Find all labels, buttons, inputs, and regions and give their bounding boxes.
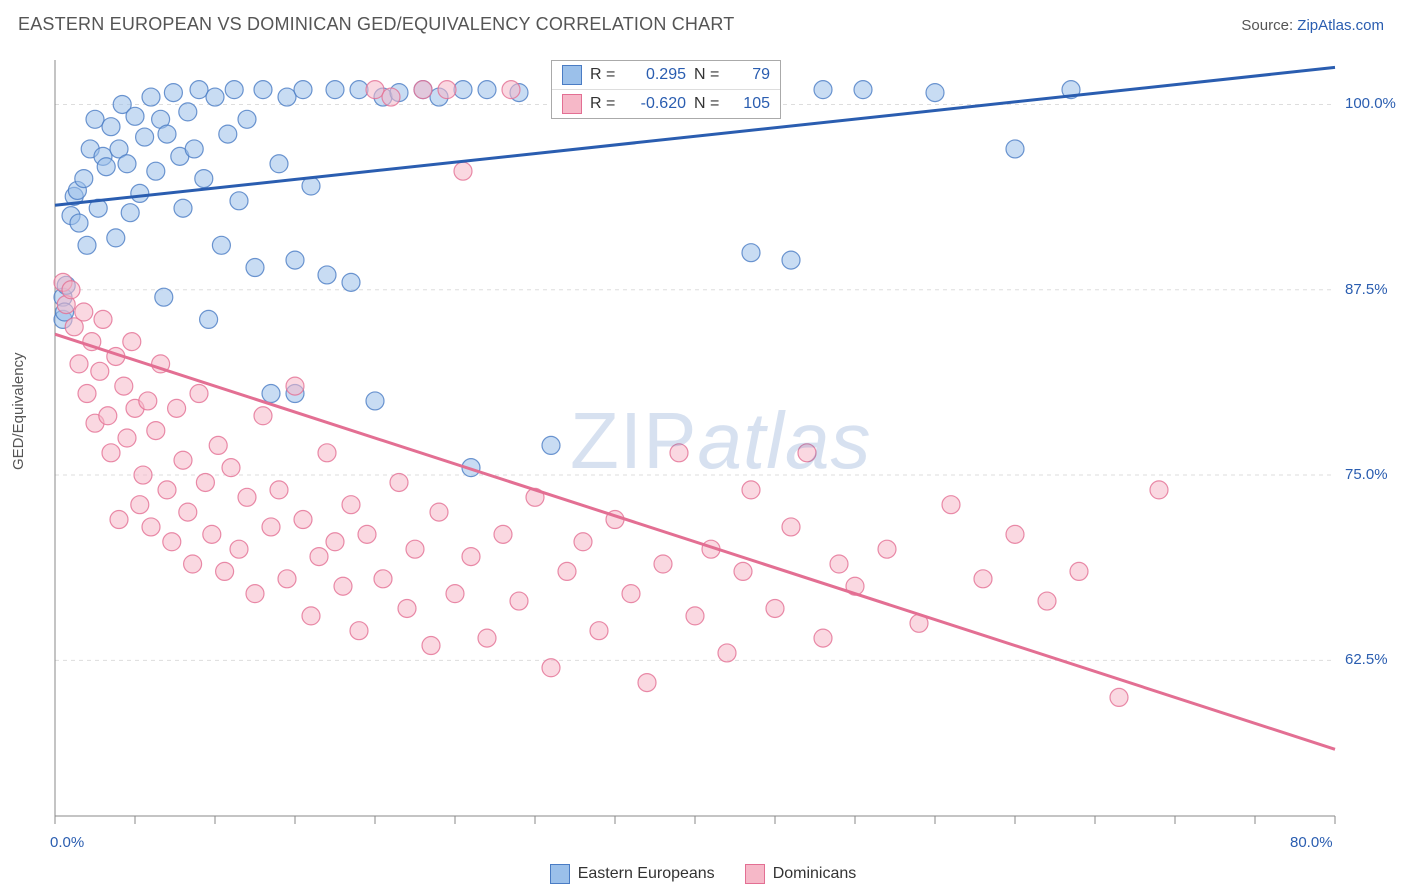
r-label: R = bbox=[590, 95, 618, 113]
r-label: R = bbox=[590, 66, 618, 84]
n-value: 105 bbox=[730, 95, 770, 113]
y-tick-label: 100.0% bbox=[1345, 95, 1396, 112]
legend-swatch bbox=[745, 864, 765, 884]
n-label: N = bbox=[694, 66, 722, 84]
x-tick-label: 0.0% bbox=[50, 834, 84, 851]
series-eastern-europeans bbox=[54, 81, 1080, 477]
stats-row: R = -0.620 N = 105 bbox=[552, 90, 780, 118]
source-attribution: Source: ZipAtlas.com bbox=[1241, 17, 1384, 34]
y-tick-label: 87.5% bbox=[1345, 281, 1388, 298]
correlation-stats-legend: R = 0.295 N = 79 R = -0.620 N = 105 bbox=[551, 60, 781, 119]
r-value: 0.295 bbox=[626, 66, 686, 84]
source-prefix: Source: bbox=[1241, 17, 1297, 34]
correlation-scatter-chart bbox=[0, 50, 1406, 830]
trendline bbox=[55, 334, 1335, 749]
chart-title: EASTERN EUROPEAN VS DOMINICAN GED/EQUIVA… bbox=[18, 14, 734, 35]
legend-item: Eastern Europeans bbox=[550, 864, 715, 884]
n-label: N = bbox=[694, 95, 722, 113]
legend-item: Dominicans bbox=[745, 864, 857, 884]
y-tick-label: 75.0% bbox=[1345, 466, 1388, 483]
series-legend: Eastern Europeans Dominicans bbox=[0, 864, 1406, 884]
stats-row: R = 0.295 N = 79 bbox=[552, 61, 780, 90]
legend-label: Eastern Europeans bbox=[578, 865, 715, 883]
series-dominicans bbox=[54, 81, 1168, 707]
n-value: 79 bbox=[730, 66, 770, 84]
legend-swatch bbox=[550, 864, 570, 884]
source-link[interactable]: ZipAtlas.com bbox=[1297, 17, 1384, 34]
legend-swatch bbox=[562, 65, 582, 85]
x-tick-label: 80.0% bbox=[1290, 834, 1333, 851]
y-axis-label: GED/Equivalency bbox=[10, 352, 27, 470]
y-tick-label: 62.5% bbox=[1345, 651, 1388, 668]
r-value: -0.620 bbox=[626, 95, 686, 113]
legend-swatch bbox=[562, 94, 582, 114]
legend-label: Dominicans bbox=[773, 865, 857, 883]
